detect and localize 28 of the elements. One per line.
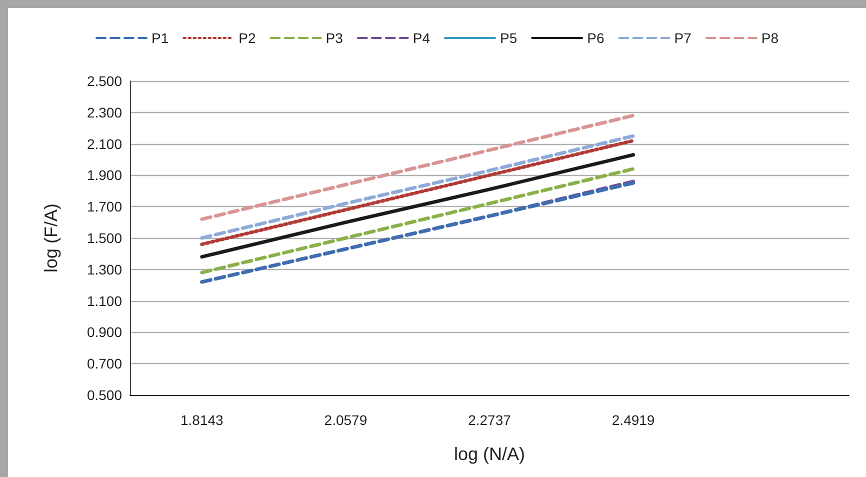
x-tick-label: 2.4919 [612,412,655,428]
legend-label: P7 [674,30,692,46]
y-tick-label: 2.300 [86,104,122,120]
y-tick-label: 1.500 [86,230,122,246]
line-series [200,167,636,274]
y-tick-label: 1.700 [86,198,122,215]
legend-label: P5 [500,30,518,46]
y-tick-label: 1.100 [86,292,122,309]
y-tick-label: 2.100 [86,136,122,152]
x-axis-title: log (N/A) [454,444,526,464]
y-tick-label: 0.700 [86,356,122,372]
line-series [200,153,636,259]
y-axis-title: log (F/A) [41,203,61,273]
legend-label: P6 [587,30,604,46]
legend-label: P3 [326,30,344,46]
legend-label: P8 [761,30,779,46]
line-series [200,114,636,221]
x-tick-label: 2.0579 [324,412,368,428]
legend-label: P1 [152,30,169,46]
x-tick-label: 1.8143 [180,412,224,428]
y-tick-label: 2.500 [86,73,122,89]
legend-label: P2 [238,30,256,46]
y-tick-label: 1.900 [86,167,122,184]
legend-label: P4 [412,30,430,46]
y-tick-label: 1.300 [86,261,122,278]
x-tick-label: 2.2737 [468,412,512,428]
y-tick-label: 0.900 [86,324,122,340]
y-tick-label: 0.500 [86,387,122,403]
